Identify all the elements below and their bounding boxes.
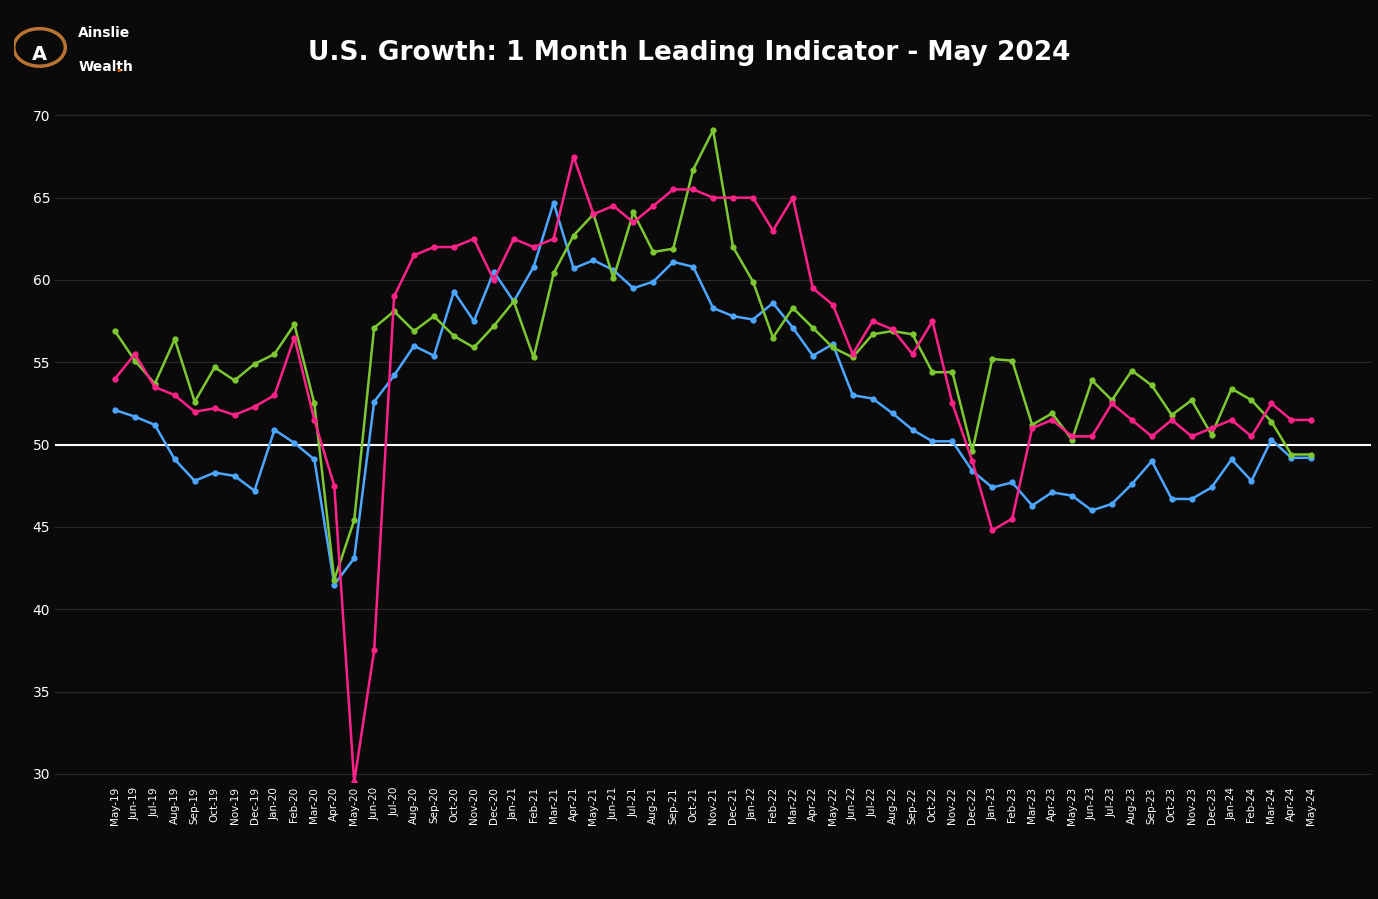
Line: 1 Month Leading Indicator: 1 Month Leading Indicator bbox=[113, 154, 1313, 785]
1 Month Leading Indicator bbox=[1184, 431, 1200, 441]
ISM Services PMI bbox=[405, 325, 422, 336]
ISM Manufacturing PMI bbox=[327, 579, 343, 590]
ISM Manufacturing PMI bbox=[565, 263, 582, 274]
1 Month Leading Indicator bbox=[346, 777, 362, 788]
Text: Ainslie: Ainslie bbox=[79, 26, 131, 40]
1 Month Leading Indicator bbox=[784, 192, 801, 203]
ISM Services PMI bbox=[367, 323, 383, 334]
ISM Services PMI bbox=[784, 303, 801, 314]
ISM Manufacturing PMI bbox=[1304, 452, 1320, 463]
1 Month Leading Indicator bbox=[546, 234, 562, 245]
1 Month Leading Indicator bbox=[405, 250, 422, 261]
ISM Manufacturing PMI bbox=[405, 341, 422, 352]
1 Month Leading Indicator bbox=[1304, 414, 1320, 425]
ISM Services PMI bbox=[327, 574, 343, 585]
Text: Wealth: Wealth bbox=[79, 60, 134, 74]
1 Month Leading Indicator bbox=[565, 151, 582, 162]
ISM Services PMI bbox=[1184, 395, 1200, 405]
Text: A: A bbox=[32, 45, 47, 64]
1 Month Leading Indicator bbox=[106, 373, 123, 384]
ISM Manufacturing PMI bbox=[1184, 494, 1200, 504]
Line: ISM Manufacturing PMI: ISM Manufacturing PMI bbox=[113, 200, 1313, 587]
ISM Services PMI bbox=[704, 125, 722, 136]
Text: U.S. Growth: 1 Month Leading Indicator - May 2024: U.S. Growth: 1 Month Leading Indicator -… bbox=[307, 40, 1071, 67]
1 Month Leading Indicator bbox=[367, 645, 383, 655]
ISM Services PMI bbox=[106, 325, 123, 336]
ISM Manufacturing PMI bbox=[367, 396, 383, 407]
Text: .: . bbox=[116, 58, 123, 76]
ISM Services PMI bbox=[546, 268, 562, 279]
ISM Manufacturing PMI bbox=[864, 393, 881, 404]
ISM Manufacturing PMI bbox=[546, 197, 562, 208]
ISM Services PMI bbox=[864, 329, 881, 340]
ISM Manufacturing PMI bbox=[106, 405, 123, 415]
1 Month Leading Indicator bbox=[864, 316, 881, 326]
ISM Manufacturing PMI bbox=[784, 323, 801, 334]
ISM Services PMI bbox=[1304, 450, 1320, 460]
Line: ISM Services PMI: ISM Services PMI bbox=[113, 128, 1313, 582]
